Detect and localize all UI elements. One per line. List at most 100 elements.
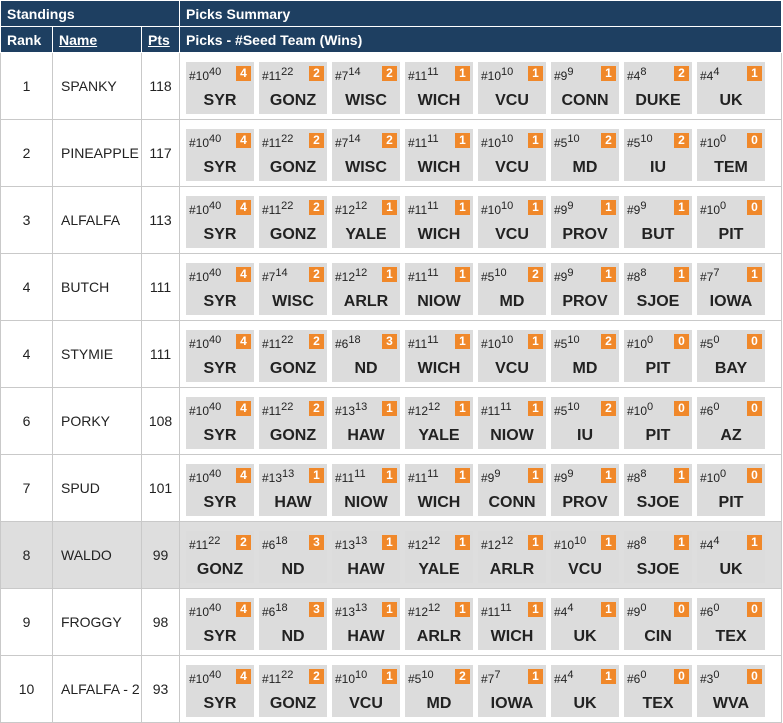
pick-tile[interactable]: #44 1 UK <box>697 62 765 114</box>
pick-tile[interactable]: #1040 4 SYR <box>186 598 254 650</box>
pick-tile[interactable]: #77 1 IOWA <box>697 263 765 315</box>
name-sort-link[interactable]: Name <box>59 31 98 48</box>
pick-tile[interactable]: #510 2 MD <box>551 129 619 181</box>
pick-tile[interactable]: #1111 1 WICH <box>405 464 473 516</box>
pick-seed-points: #100 <box>700 133 726 150</box>
pick-tile[interactable]: #60 0 AZ <box>697 397 765 449</box>
pick-tile[interactable]: #1313 1 HAW <box>332 531 400 583</box>
pick-tile[interactable]: #44 1 UK <box>551 598 619 650</box>
pick-tile[interactable]: #1040 4 SYR <box>186 62 254 114</box>
pick-tile[interactable]: #1040 4 SYR <box>186 263 254 315</box>
pick-tile[interactable]: #1212 1 ARLR <box>405 598 473 650</box>
pick-tile[interactable]: #1212 1 ARLR <box>478 531 546 583</box>
pick-tile[interactable]: #1010 1 VCU <box>478 62 546 114</box>
pick-tile[interactable]: #100 0 PIT <box>624 397 692 449</box>
pick-tile[interactable]: #50 0 BAY <box>697 330 765 382</box>
pick-tile[interactable]: #100 0 TEM <box>697 129 765 181</box>
picks-cell: #1040 4 SYR #1122 2 GONZ #618 3 ND #1111 1 WICH #101… <box>179 320 782 388</box>
pick-tile[interactable]: #1010 1 VCU <box>332 665 400 717</box>
pick-tile[interactable]: #510 2 MD <box>405 665 473 717</box>
pick-tile[interactable]: #30 0 WVA <box>697 665 765 717</box>
pick-tile[interactable]: #1010 1 VCU <box>551 531 619 583</box>
pick-tile[interactable]: #1111 1 NIOW <box>332 464 400 516</box>
pick-tile[interactable]: #1111 1 WICH <box>478 598 546 650</box>
pick-tile[interactable]: #714 2 WISC <box>332 62 400 114</box>
pick-tile[interactable]: #1122 2 GONZ <box>259 129 327 181</box>
pick-tile[interactable]: #60 0 TEX <box>624 665 692 717</box>
pick-points: 40 <box>209 602 222 614</box>
pick-tile[interactable]: #99 1 PROV <box>551 196 619 248</box>
pick-tile[interactable]: #1212 1 YALE <box>405 397 473 449</box>
pick-tile[interactable]: #510 2 MD <box>551 330 619 382</box>
pick-tile[interactable]: #100 0 PIT <box>697 464 765 516</box>
pick-tile[interactable]: #510 2 MD <box>478 263 546 315</box>
pick-tile[interactable]: #618 3 ND <box>332 330 400 382</box>
pick-tile[interactable]: #1111 1 WICH <box>405 330 473 382</box>
pick-tile[interactable]: #510 2 IU <box>551 397 619 449</box>
pick-tile[interactable]: #1212 1 YALE <box>332 196 400 248</box>
pick-tile[interactable]: #1040 4 SYR <box>186 196 254 248</box>
pts-column-header[interactable]: Pts <box>141 26 180 53</box>
table-row[interactable]: 2 PINEAPPLE 117 #1040 4 SYR #1122 2 GONZ #714 2 WIS… <box>0 119 782 187</box>
pick-tile[interactable]: #1122 2 GONZ <box>259 62 327 114</box>
pick-tile[interactable]: #99 1 PROV <box>551 263 619 315</box>
pick-tile[interactable]: #48 2 DUKE <box>624 62 692 114</box>
pick-tile[interactable]: #510 2 IU <box>624 129 692 181</box>
pick-tile[interactable]: #714 2 WISC <box>332 129 400 181</box>
pick-tile[interactable]: #100 0 PIT <box>624 330 692 382</box>
pick-tile[interactable]: #44 1 UK <box>551 665 619 717</box>
pick-tile[interactable]: #99 1 CONN <box>551 62 619 114</box>
pick-tile[interactable]: #1122 2 GONZ <box>259 330 327 382</box>
pick-tile[interactable]: #1313 1 HAW <box>332 598 400 650</box>
pick-tile[interactable]: #88 1 SJOE <box>624 464 692 516</box>
pick-tile[interactable]: #1313 1 HAW <box>332 397 400 449</box>
pick-tile[interactable]: #1313 1 HAW <box>259 464 327 516</box>
pts-sort-link[interactable]: Pts <box>148 31 170 48</box>
pick-tile[interactable]: #99 1 CONN <box>478 464 546 516</box>
pick-tile[interactable]: #88 1 SJOE <box>624 263 692 315</box>
pick-tile[interactable]: #1122 2 GONZ <box>259 397 327 449</box>
pick-tile[interactable]: #1111 1 WICH <box>405 62 473 114</box>
table-row[interactable]: 4 BUTCH 111 #1040 4 SYR #714 2 WISC #1212 1 ARLR #11… <box>0 253 782 321</box>
pick-tile[interactable]: #1040 4 SYR <box>186 397 254 449</box>
table-row[interactable]: 7 SPUD 101 #1040 4 SYR #1313 1 HAW #1111 1 NIOW #111… <box>0 454 782 522</box>
pick-tile[interactable]: #1122 2 GONZ <box>259 196 327 248</box>
pick-tile[interactable]: #1010 1 VCU <box>478 330 546 382</box>
pick-tile[interactable]: #1111 1 NIOW <box>405 263 473 315</box>
wins-badge: 0 <box>674 669 689 684</box>
pick-tile[interactable]: #1010 1 VCU <box>478 129 546 181</box>
pick-tile[interactable]: #1111 1 WICH <box>405 129 473 181</box>
table-row[interactable]: 6 PORKY 108 #1040 4 SYR #1122 2 GONZ #1313 1 HAW #12… <box>0 387 782 455</box>
pick-tile[interactable]: #1010 1 VCU <box>478 196 546 248</box>
pick-tile[interactable]: #77 1 IOWA <box>478 665 546 717</box>
pick-tile[interactable]: #1122 2 GONZ <box>186 531 254 583</box>
pick-tile[interactable]: #714 2 WISC <box>259 263 327 315</box>
pick-tile[interactable]: #99 1 PROV <box>551 464 619 516</box>
pick-tile[interactable]: #44 1 UK <box>697 531 765 583</box>
table-row[interactable]: 8 WALDO 99 #1122 2 GONZ #618 3 ND #1313 1 HAW #1212 1… <box>0 521 782 589</box>
pick-tile[interactable]: #99 1 BUT <box>624 196 692 248</box>
table-row[interactable]: 3 ALFALFA 113 #1040 4 SYR #1122 2 GONZ #1212 1 YALE… <box>0 186 782 254</box>
pick-tile[interactable]: #1040 4 SYR <box>186 665 254 717</box>
pick-tile[interactable]: #1040 4 SYR <box>186 330 254 382</box>
pick-tile[interactable]: #1040 4 SYR <box>186 129 254 181</box>
name-column-header[interactable]: Name <box>52 26 142 53</box>
table-row[interactable]: 10 ALFALFA - 2 93 #1040 4 SYR #1122 2 GONZ #1010 1… <box>0 655 782 723</box>
pick-tile[interactable]: #88 1 SJOE <box>624 531 692 583</box>
pick-tile[interactable]: #618 3 ND <box>259 598 327 650</box>
pick-points: 10 <box>501 334 514 346</box>
table-row[interactable]: 4 STYMIE 111 #1040 4 SYR #1122 2 GONZ #618 3 ND #111… <box>0 320 782 388</box>
pick-tile[interactable]: #90 0 CIN <box>624 598 692 650</box>
pick-tile[interactable]: #1040 4 SYR <box>186 464 254 516</box>
pick-tile[interactable]: #618 3 ND <box>259 531 327 583</box>
pick-tile[interactable]: #60 0 TEX <box>697 598 765 650</box>
pick-tile[interactable]: #1212 1 ARLR <box>332 263 400 315</box>
pick-tile[interactable]: #1111 1 NIOW <box>478 397 546 449</box>
pick-tile[interactable]: #1212 1 YALE <box>405 531 473 583</box>
pick-tile[interactable]: #1122 2 GONZ <box>259 665 327 717</box>
pick-tile[interactable]: #100 0 PIT <box>697 196 765 248</box>
table-row[interactable]: 1 SPANKY 118 #1040 4 SYR #1122 2 GONZ #714 2 WISC #1… <box>0 52 782 120</box>
table-row[interactable]: 9 FROGGY 98 #1040 4 SYR #618 3 ND #1313 1 HAW #1212 1… <box>0 588 782 656</box>
pick-tile[interactable]: #1111 1 WICH <box>405 196 473 248</box>
wins-badge: 1 <box>528 66 543 81</box>
